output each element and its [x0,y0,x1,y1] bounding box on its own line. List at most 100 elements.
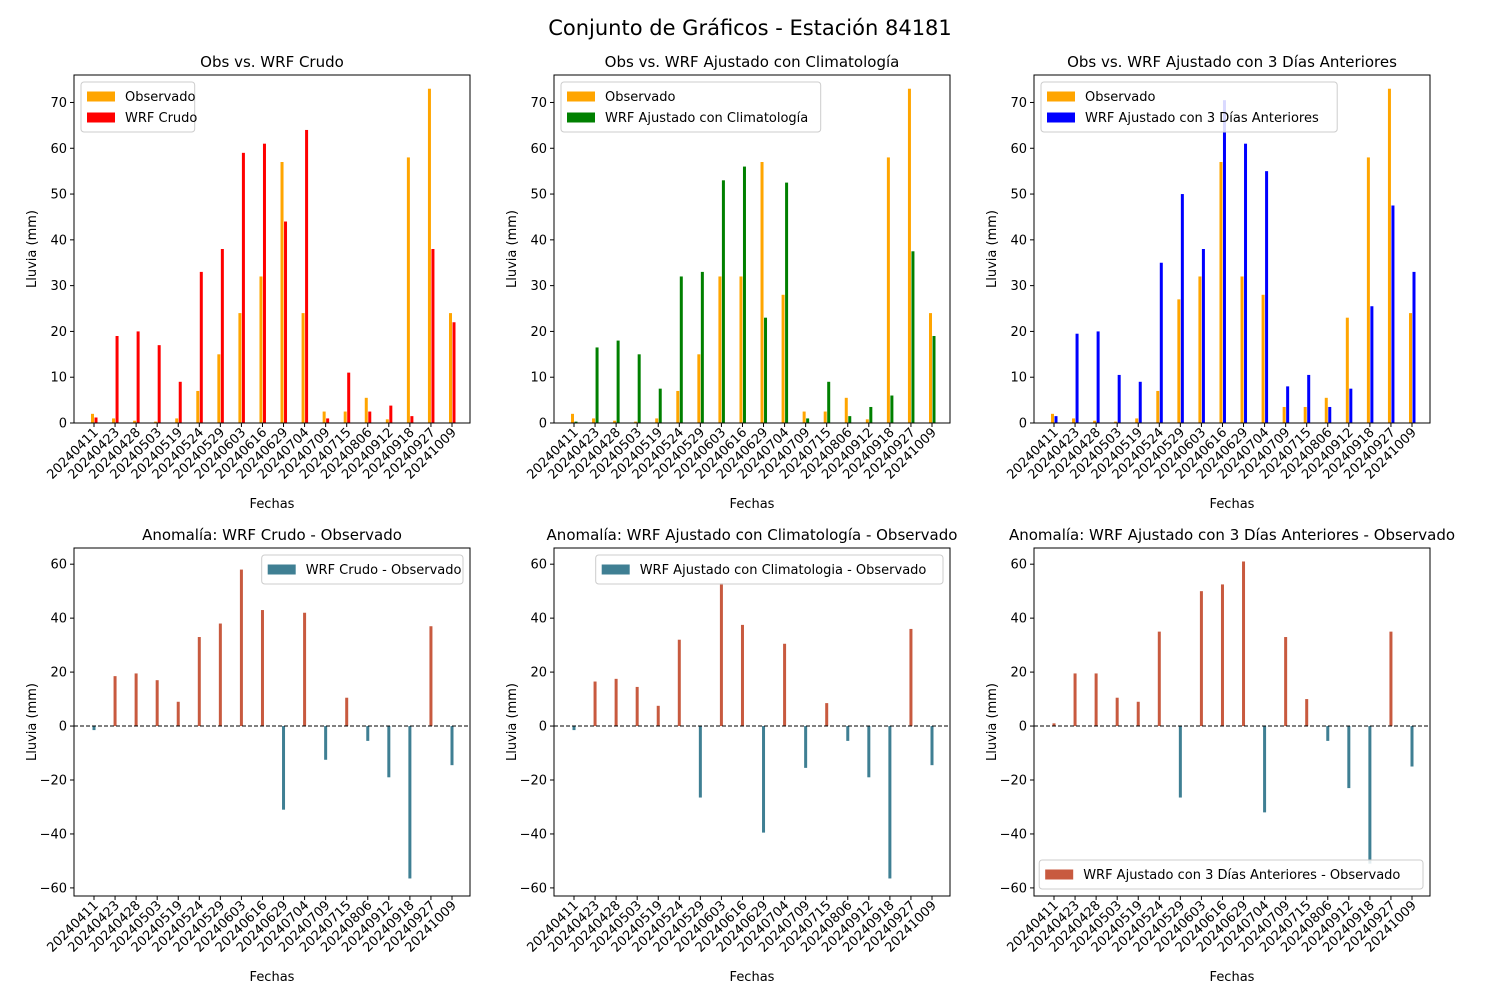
y-tick-label: 40 [1010,233,1027,248]
y-tick-label: 0 [59,720,67,735]
bar-observado-20240411 [1051,413,1054,423]
bar-observado-20240524 [1156,390,1160,423]
bar-observado-20241009 [929,313,932,423]
y-tick-label: 0 [539,417,547,432]
anomaly-bar-20240806 [1326,726,1330,741]
bar-wrf-20240709 [326,418,330,423]
x-axis-label: Fechas [250,970,295,985]
bar-observado-20240715 [1303,406,1307,423]
y-axis-label: Lluvia (mm) [505,683,520,761]
y-tick-label: 50 [530,188,547,203]
anomaly-bar-20240709 [324,726,328,760]
anomaly-bar-20240503 [635,686,639,727]
y-tick-label: 40 [530,612,547,627]
bar-wrf-20240629 [1244,143,1248,423]
bar-wrf-20240524 [679,276,683,423]
legend-swatch [1047,112,1075,123]
chart-title: Anomalía: WRF Ajustado con Climatología … [547,526,958,544]
legend-label: Observado [1085,90,1156,105]
bar-observado-20241009 [1409,313,1412,423]
bar-observado-20240411 [571,413,574,423]
bar-observado-20240428 [613,420,617,423]
bar-observado-20240918 [886,157,890,423]
y-tick-label: 70 [530,96,547,111]
bar-observado-20240927 [427,88,431,423]
anomaly-bar-20240616 [260,610,264,727]
anomaly-bar-20240524 [677,639,681,727]
anomaly-bar-20240519 [1136,701,1140,727]
anomaly-bar-20240603 [239,569,243,727]
y-tick-label: 40 [50,233,67,248]
bar-wrf-20240912 [1349,388,1353,423]
y-tick-label: 20 [50,325,67,340]
chart-panel-6: Anomalía: WRF Ajustado con 3 Días Anteri… [985,526,1455,985]
bar-observado-20240715 [823,411,827,423]
chart-title: Anomalía: WRF Crudo - Observado [142,526,402,544]
anomaly-bar-20240629 [1242,561,1246,727]
anomaly-bar-20240806 [366,726,370,741]
bar-observado-20240524 [676,390,680,423]
legend-swatch [567,91,595,102]
anomaly-bar-20240927 [909,628,913,727]
bar-observado-20240912 [865,419,869,423]
anomaly-bar-20240927 [1389,631,1393,727]
bar-wrf-20240629 [764,317,768,423]
chart-panel-1: Obs vs. WRF Crudo01020304050607020240411… [25,53,471,512]
bar-wrf-20240411 [574,421,578,423]
anomaly-bar-20241009 [1410,726,1414,767]
bar-wrf-20240806 [1328,406,1332,423]
bar-wrf-20240503 [637,354,641,423]
anomaly-bar-20240423 [1073,673,1077,727]
chart-panel-2: Obs vs. WRF Ajustado con Climatología 0 10… [505,53,951,512]
bar-wrf-20240529 [700,271,704,423]
legend-swatch [267,564,296,575]
anomaly-bar-20240519 [176,701,180,727]
bar-wrf-20240519 [178,381,182,423]
anomaly-bar-20240918 [408,726,412,879]
anomaly-bar-20240616 [740,624,744,727]
axes-frame [553,547,951,897]
bar-observado-20240918 [406,157,410,423]
legend: WRF Ajustado con Climatologia - Observad… [595,554,944,585]
anomaly-bar-20240806 [846,726,850,741]
y-tick-label: 70 [50,96,67,111]
bar-observado-20240524 [196,390,200,423]
y-tick-label: 20 [530,666,547,681]
y-tick-label: 30 [50,279,67,294]
bar-wrf-20240616 [742,166,746,423]
anomaly-bar-20240428 [614,678,618,727]
anomaly-bar-20240715 [1305,699,1309,727]
axes-frame [553,74,951,424]
bar-wrf-20240616 [1222,100,1226,424]
bar-wrf-20240603 [721,180,725,423]
y-tick-label: 60 [530,142,547,157]
y-axis-label: Lluvia (mm) [25,210,40,288]
chart-title: Obs vs. WRF Crudo [200,53,344,71]
y-tick-label: 0 [539,720,547,735]
x-axis-label: Fechas [250,497,295,512]
bar-wrf-20241009 [932,336,936,423]
x-axis-label: Fechas [1210,497,1255,512]
chart-panel-4: Anomalía: WRF Crudo - Observado −60 −40 −20… [25,526,471,985]
legend-label: WRF Ajustado con Climatologia - Observad… [640,563,927,578]
bar-observado-20240603 [1198,276,1202,423]
bar-wrf-20240428 [1096,331,1100,423]
y-tick-label: −40 [40,827,67,842]
bar-wrf-20240912 [389,405,393,423]
bar-wrf-20240529 [220,249,224,423]
legend-swatch [87,112,115,123]
anomaly-bar-20240912 [867,726,871,778]
bar-observado-20241009 [449,313,452,423]
anomaly-bar-20240603 [1199,591,1203,727]
y-tick-label: 30 [1010,279,1027,294]
bar-observado-20240918 [1366,157,1370,423]
bar-observado-20240519 [655,418,659,423]
y-tick-label: 10 [50,371,67,386]
chart-title: Obs vs. WRF Ajustado con 3 Días Anterior… [1067,53,1397,71]
anomaly-bar-20241009 [930,726,934,766]
anomaly-bar-20240704 [303,612,307,727]
legend-label: Observado [125,90,196,105]
bar-wrf-20240704 [785,182,789,423]
anomaly-bar-20240912 [1347,726,1351,789]
x-axis-label: Fechas [1210,970,1255,985]
